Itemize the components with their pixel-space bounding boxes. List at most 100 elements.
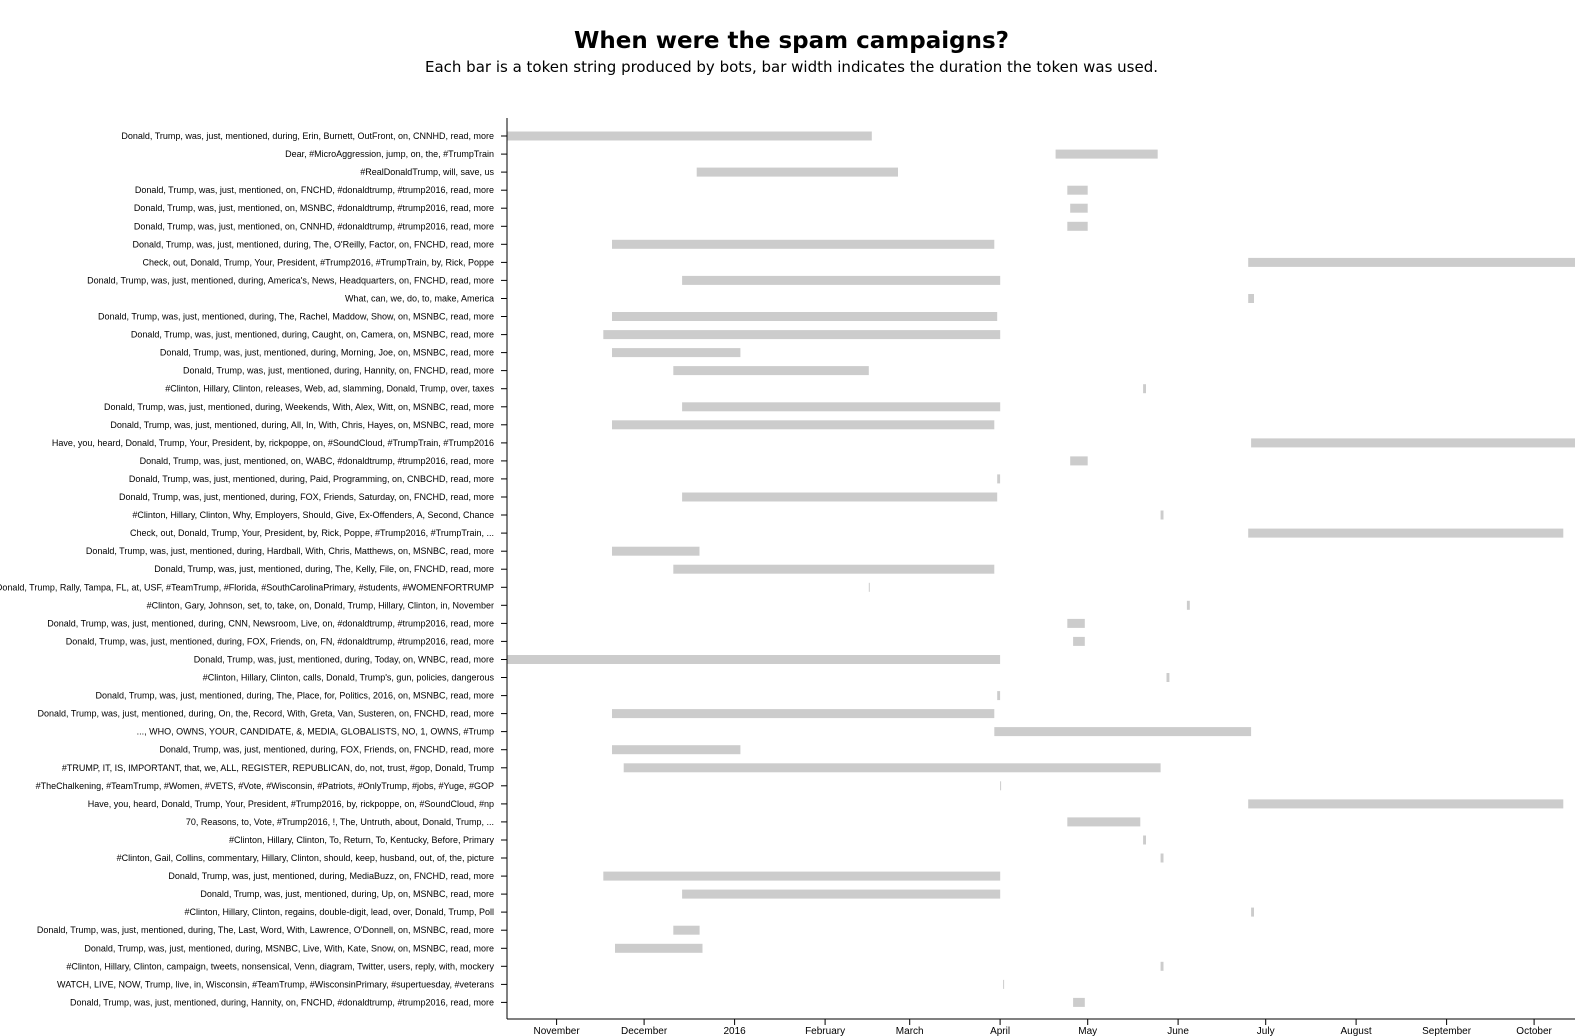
campaign-label: Donald, Trump, was, just, mentioned, on,… xyxy=(140,456,494,466)
campaign-label: Have, you, heard, Donald, Trump, Your, P… xyxy=(52,438,494,448)
campaign-bar xyxy=(507,655,1001,664)
campaign-bar xyxy=(612,546,700,556)
campaign-label: Donald, Trump, was, just, mentioned, dur… xyxy=(84,943,494,953)
chart-title: When were the spam campaigns? xyxy=(573,28,1009,54)
campaign-bar xyxy=(997,691,1001,701)
campaign-bar xyxy=(1055,149,1158,159)
campaign-label: Donald, Trump, was, just, mentioned, dur… xyxy=(154,564,494,574)
campaign-bar xyxy=(682,492,998,502)
campaign-bar xyxy=(1143,384,1146,394)
x-axis: November December 2016 February March April Ma… xyxy=(507,1018,1575,1036)
campaign-bar xyxy=(1248,528,1564,538)
campaign-label: #RealDonaldTrump, will, save, us xyxy=(360,167,494,177)
campaign-bar xyxy=(673,925,700,935)
campaign-bar xyxy=(1000,781,1002,791)
campaign-label: 70, Reasons, to, Vote, #Trump2016, !, Th… xyxy=(186,817,494,827)
campaign-bar xyxy=(507,131,872,141)
x-tick-label: July xyxy=(1257,1026,1275,1036)
campaign-bar xyxy=(1248,294,1254,303)
campaign-label: Donald, Trump, was, just, mentioned, dur… xyxy=(200,889,494,899)
campaign-label: Donald, Trump, was, just, mentioned, dur… xyxy=(159,745,494,755)
campaign-bar xyxy=(612,745,741,755)
campaign-label: Donald, Trump, was, just, mentioned, dur… xyxy=(121,131,494,141)
campaign-label: Donald, Trump, was, just, mentioned, dur… xyxy=(95,691,494,701)
campaign-bar xyxy=(623,763,1161,773)
campaign-bar xyxy=(682,275,1001,285)
campaign-bar xyxy=(1166,673,1170,682)
campaign-label: #Clinton, Hillary, Clinton, regains, dou… xyxy=(185,907,495,917)
campaign-bar xyxy=(682,402,1001,412)
campaign-bar xyxy=(1160,961,1164,971)
campaign-bar xyxy=(603,330,1001,340)
campaign-label: Donald, Trump, Rally, Tampa, FL, at, USF… xyxy=(0,582,494,592)
campaign-label: #Clinton, Gary, Johnson, set, to, take, … xyxy=(147,600,494,610)
campaign-label: Donald, Trump, was, just, mentioned, dur… xyxy=(119,492,494,502)
campaign-bar xyxy=(603,871,1001,881)
x-tick-label: March xyxy=(896,1026,924,1036)
campaign-bar xyxy=(1143,835,1146,845)
x-tick-label: October xyxy=(1516,1026,1552,1036)
campaign-bar xyxy=(1067,817,1141,827)
campaign-label: Donald, Trump, was, just, mentioned, dur… xyxy=(160,348,494,358)
campaign-bar xyxy=(696,167,898,177)
campaign-label: Donald, Trump, was, just, mentioned, dur… xyxy=(66,636,494,646)
campaign-bar xyxy=(612,348,741,358)
y-axis xyxy=(501,118,508,1019)
campaign-bar xyxy=(1248,799,1564,809)
campaign-bar xyxy=(682,889,1001,899)
campaign-label: #Clinton, Hillary, Clinton, campaign, tw… xyxy=(66,961,494,971)
campaign-label: Donald, Trump, was, just, mentioned, dur… xyxy=(129,474,494,484)
campaign-label: Donald, Trump, was, just, mentioned, dur… xyxy=(110,420,494,430)
campaign-label: Donald, Trump, was, just, mentioned, dur… xyxy=(47,618,494,628)
campaign-label: #Clinton, Hillary, Clinton, To, Return, … xyxy=(229,835,494,845)
campaign-label: #Clinton, Gail, Collins, commentary, Hil… xyxy=(117,853,494,863)
campaign-bar xyxy=(1251,438,1575,448)
y-axis-labels: Donald, Trump, was, just, mentioned, dur… xyxy=(0,131,494,1007)
x-tick-label: April xyxy=(990,1026,1010,1036)
campaign-label: Donald, Trump, was, just, mentioned, dur… xyxy=(37,925,494,935)
campaign-bar xyxy=(615,943,703,953)
campaign-label: Donald, Trump, was, just, mentioned, on,… xyxy=(134,203,494,213)
campaign-bar xyxy=(1067,618,1085,628)
campaign-label: #Clinton, Hillary, Clinton, calls, Donal… xyxy=(203,673,495,683)
campaign-label: Donald, Trump, was, just, mentioned, dur… xyxy=(104,402,494,412)
campaign-label: #TRUMP, IT, IS, IMPORTANT, that, we, ALL… xyxy=(62,763,494,773)
x-tick-label: August xyxy=(1341,1026,1372,1036)
campaign-label: What, can, we, do, to, make, America xyxy=(345,294,494,304)
campaign-label: #Clinton, Hillary, Clinton, Why, Employe… xyxy=(132,510,494,520)
campaign-label: #Clinton, Hillary, Clinton, releases, We… xyxy=(165,384,494,394)
campaign-bar xyxy=(673,366,869,376)
campaign-label: Dear, #MicroAggression, jump, on, the, #… xyxy=(285,149,494,159)
campaign-label: Donald, Trump, was, just, mentioned, dur… xyxy=(98,312,494,322)
x-tick-label: 2016 xyxy=(723,1026,746,1036)
campaign-bar xyxy=(1160,853,1164,863)
x-tick-label: September xyxy=(1422,1026,1472,1036)
chart-subtitle: Each bar is a token string produced by b… xyxy=(424,58,1159,76)
campaign-label: Donald, Trump, was, just, mentioned, on,… xyxy=(135,185,494,195)
campaign-bar xyxy=(1070,203,1088,213)
campaign-bar xyxy=(1073,636,1085,646)
campaign-label: Donald, Trump, was, just, mentioned, dur… xyxy=(87,275,494,285)
campaign-bar xyxy=(1003,979,1005,989)
campaign-bar xyxy=(1186,600,1190,610)
campaign-bar xyxy=(673,564,995,574)
campaign-label: Donald, Trump, was, just, mentioned, dur… xyxy=(131,330,494,340)
campaign-bar xyxy=(1067,221,1088,231)
campaign-label: ..., WHO, OWNS, YOUR, CANDIDATE, &, MEDI… xyxy=(137,727,494,737)
campaign-bar xyxy=(612,420,995,430)
campaign-bar xyxy=(1067,185,1088,195)
campaign-label: Donald, Trump, was, just, mentioned, dur… xyxy=(70,997,494,1007)
campaign-bar xyxy=(997,474,1001,484)
campaign-label: Have, you, heard, Donald, Trump, Your, P… xyxy=(88,799,494,809)
campaign-label: Check, out, Donald, Trump, Your, Preside… xyxy=(142,257,494,267)
campaign-bar xyxy=(612,312,998,321)
campaign-label: Donald, Trump, was, just, mentioned, dur… xyxy=(37,709,494,719)
campaign-label: Donald, Trump, was, just, mentioned, dur… xyxy=(86,546,494,556)
campaign-bar xyxy=(1251,907,1254,917)
campaign-bar xyxy=(1073,997,1085,1007)
x-tick-label: May xyxy=(1078,1026,1097,1036)
campaign-bar xyxy=(1070,456,1088,466)
campaign-bar xyxy=(612,709,995,719)
campaign-label: Donald, Trump, was, just, mentioned, dur… xyxy=(168,871,494,881)
